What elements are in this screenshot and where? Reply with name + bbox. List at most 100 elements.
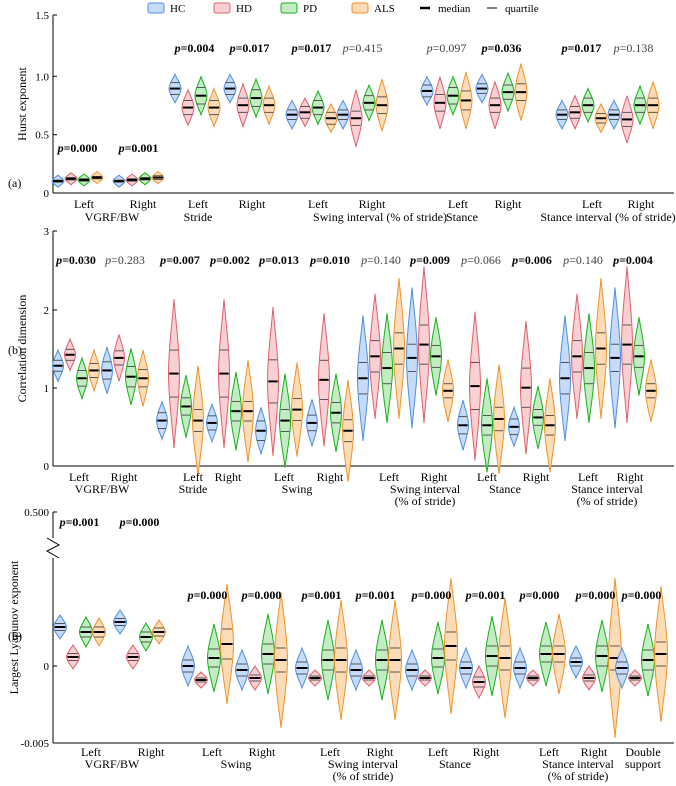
legend-swatch — [147, 2, 165, 14]
axes: -0.005 0 0.500 — [21, 507, 674, 750]
subgroup-stanceint-left: p=0.000 Left — [512, 588, 567, 759]
legend-label: ALS — [374, 3, 395, 15]
p-value: p=0.415 — [342, 41, 383, 55]
p-value: p=0.000 — [241, 588, 282, 602]
p-symbol: p — [342, 41, 349, 55]
subgroup-stanceint-right: p=0.000 Right — [568, 577, 623, 759]
x-group-label-line: (% of stride) — [548, 769, 609, 783]
p-equals: = — [362, 588, 369, 602]
p-number: 0.097 — [439, 41, 466, 55]
legend-label: PD — [303, 3, 317, 15]
subgroup-vgrf-right: p=0.000 Right — [112, 515, 167, 759]
p-value: p=0.000 — [519, 588, 560, 602]
p-number: 0.004 — [626, 253, 653, 267]
p-value: p=0.140 — [562, 253, 603, 267]
p-number: 0.017 — [242, 41, 269, 55]
legend-label: median — [438, 3, 471, 15]
subgroup-stride-left: p=0.004 Left — [168, 41, 221, 211]
x-sublabel: Right — [421, 470, 448, 484]
x-sublabel: Left — [202, 745, 223, 759]
x-sublabel: Right — [581, 745, 608, 759]
y-tick-label: 1.0 — [35, 71, 49, 83]
p-number: 0.030 — [69, 253, 96, 267]
x-sublabel: Right — [130, 197, 157, 211]
p-equals: = — [216, 253, 223, 267]
p-symbol: p — [612, 253, 619, 267]
p-equals: = — [64, 141, 71, 155]
p-equals: = — [126, 515, 133, 529]
p-equals: = — [236, 41, 243, 55]
subgroup-stance-left: p=0.066 Left — [456, 253, 506, 484]
p-equals: = — [418, 588, 425, 602]
subgroup-swingint-right: p=0.009 Right — [405, 253, 455, 484]
y-tick-label: 2 — [44, 305, 50, 317]
p-number: 0.017 — [304, 41, 331, 55]
x-group-label-line: (% of stride) — [577, 494, 638, 508]
p-equals: = — [518, 253, 525, 267]
x-sublabel: Left — [308, 197, 329, 211]
legend-swatch — [213, 2, 231, 14]
x-sublabel: Left — [379, 470, 400, 484]
subgroup-vgrf-right: p=0.283 Right — [100, 253, 150, 484]
p-number: 0.010 — [323, 253, 350, 267]
p-equals: = — [620, 41, 627, 55]
legend-item-als: ALS — [351, 2, 395, 15]
p-value: p=0.000 — [187, 588, 228, 602]
y-tick-label: 0 — [44, 461, 50, 473]
x-group-label-line: (% of stride) — [333, 769, 394, 783]
p-equals: = — [367, 253, 374, 267]
y-tick-label: 1 — [44, 383, 50, 395]
p-symbol: p — [209, 253, 216, 267]
p-number: 0.006 — [525, 253, 552, 267]
p-number: 0.001 — [72, 515, 99, 529]
p-symbol: p — [460, 253, 467, 267]
x-sublabel: Right — [359, 197, 386, 211]
p-equals: = — [181, 41, 188, 55]
p-symbol: p — [57, 141, 64, 155]
p-value: p=0.066 — [460, 253, 501, 267]
legend-swatch — [280, 2, 298, 14]
x-group-label: Stance interval (% of stride) — [540, 210, 675, 224]
legend-item-hd: HD — [213, 2, 252, 15]
p-number: 0.007 — [173, 253, 200, 267]
p-equals: = — [298, 41, 305, 55]
subgroup-double-all: p=0.000 — [614, 585, 669, 723]
subgroup-swing-right: p=0.010 Right — [305, 253, 355, 484]
x-sublabel: Left — [578, 470, 599, 484]
x-sublabel: Left — [477, 470, 498, 484]
p-equals: = — [467, 253, 474, 267]
p-value: p=0.009 — [409, 253, 450, 267]
y-tick-label: 1.5 — [35, 10, 49, 22]
x-group-label: Stance — [489, 482, 521, 496]
subgroup-swingint-right: p=0.001 Right — [348, 588, 403, 759]
x-sublabel: Left — [448, 197, 469, 211]
x-sublabel: Right — [367, 745, 394, 759]
subgroup-stance-right: p=0.036 Right — [475, 41, 528, 211]
x-sublabel: Left — [582, 197, 603, 211]
p-symbol: p — [360, 253, 367, 267]
x-group-label: Swing — [282, 482, 313, 496]
x-sublabel: Left — [320, 745, 341, 759]
x-group-label: VGRF/BW — [85, 757, 140, 771]
p-symbol: p — [174, 41, 181, 55]
p-number: 0.017 — [574, 41, 601, 55]
p-equals: = — [125, 141, 132, 155]
p-value: p=0.006 — [511, 253, 552, 267]
subgroup-swing-left: p=0.013 Left — [254, 253, 304, 484]
p-symbol: p — [481, 41, 488, 55]
x-sublabel: Left — [428, 745, 449, 759]
p-number: 0.013 — [272, 253, 299, 267]
legend-item-pd: PD — [280, 2, 317, 15]
p-equals: = — [433, 41, 440, 55]
p-value: p=0.007 — [159, 253, 200, 267]
p-symbol: p — [426, 41, 433, 55]
